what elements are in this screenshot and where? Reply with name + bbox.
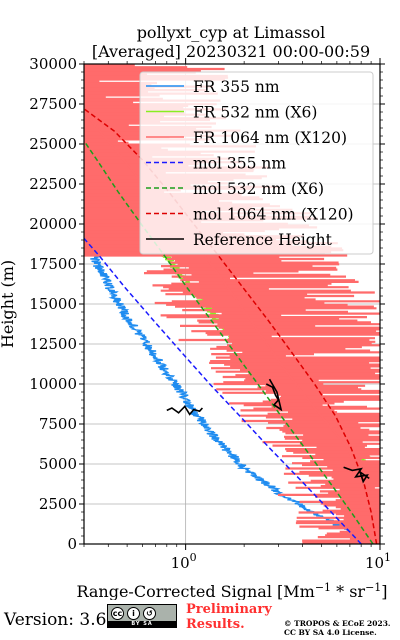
x-tick-label: 100	[171, 551, 197, 572]
y-tick-label: 17500	[29, 255, 77, 273]
y-tick-label: 7500	[39, 415, 77, 433]
preliminary-line1: Preliminary	[186, 602, 272, 617]
version-text: Version: 3.6	[4, 610, 107, 630]
legend-label: mol 355 nm	[193, 155, 286, 173]
x-axis-label-main: Range-Corrected Signal [Mm	[76, 582, 314, 600]
chart-title-line2: [Averaged] 20230321 00:00-00:59	[92, 42, 370, 61]
y-tick-label: 15000	[29, 295, 77, 313]
y-tick-label: 0	[67, 535, 77, 553]
reference-height-segment	[343, 466, 370, 484]
y-tick-label: 10000	[29, 375, 77, 393]
cc-icon: cc	[111, 607, 124, 620]
series-mol-532-nm-x6	[84, 140, 374, 544]
series-mol-355-nm	[84, 237, 362, 544]
y-tick-label: 30000	[29, 55, 77, 73]
plot-area: 0 2500 5000 7500 10000 12500 15000 17500 20000 22…	[29, 55, 391, 572]
copyright-line2: CC BY SA 4.0 License.	[284, 628, 377, 637]
x-axis-label-end: ]	[381, 582, 387, 600]
x-axis-label-sup2: −1	[365, 581, 381, 594]
copyright-notice: © TROPOS & ECoE 2023. CC BY SA 4.0 Licen…	[284, 619, 391, 637]
reference-height-segment	[265, 378, 283, 412]
legend-label: mol 1064 nm (X120)	[193, 206, 354, 224]
y-tick-label: 5000	[39, 455, 77, 473]
legend-label: FR 532 nm (X6)	[193, 104, 317, 122]
preliminary-notice: Preliminary Results.	[186, 602, 272, 632]
series-fr-355-nm	[84, 234, 377, 543]
preliminary-line2: Results.	[186, 617, 245, 632]
legend-label: mol 532 nm (X6)	[193, 180, 324, 198]
reference-height-segment	[166, 405, 204, 416]
legend-label: Reference Height	[193, 231, 333, 249]
series-fr-1064-nm-x120-core	[84, 111, 377, 543]
attribution-icon: i	[127, 607, 140, 620]
cc-license-badge: cc i ↺ BY SA	[107, 604, 177, 628]
x-axis-label-mid: * sr	[331, 582, 365, 600]
x-tick-label: 101	[365, 551, 391, 572]
y-tick-label: 27500	[29, 95, 77, 113]
y-tick-label: 25000	[29, 135, 77, 153]
legend-label: FR 355 nm	[193, 78, 280, 96]
x-axis-label-sup1: −1	[315, 581, 331, 594]
y-tick-label: 20000	[29, 215, 77, 233]
share-alike-icon: ↺	[143, 607, 156, 620]
y-axis-label: Height (m)	[0, 260, 17, 348]
y-tick-label: 2500	[39, 495, 77, 513]
legend-box	[139, 71, 374, 255]
chart-title-line1: pollyxt_cyp at Limassol	[137, 23, 326, 42]
x-axis-label: Range-Corrected Signal [Mm−1 * sr−1]	[76, 581, 387, 600]
legend-label: FR 1064 nm (X120)	[193, 129, 347, 147]
y-tick-label: 22500	[29, 175, 77, 193]
y-tick-label: 12500	[29, 335, 77, 353]
lidar-profile-chart: pollyxt_cyp at Limassol [Averaged] 20230…	[0, 23, 391, 600]
cc-badge-label: BY SA	[108, 621, 176, 627]
copyright-line1: © TROPOS & ECoE 2023.	[284, 619, 391, 628]
